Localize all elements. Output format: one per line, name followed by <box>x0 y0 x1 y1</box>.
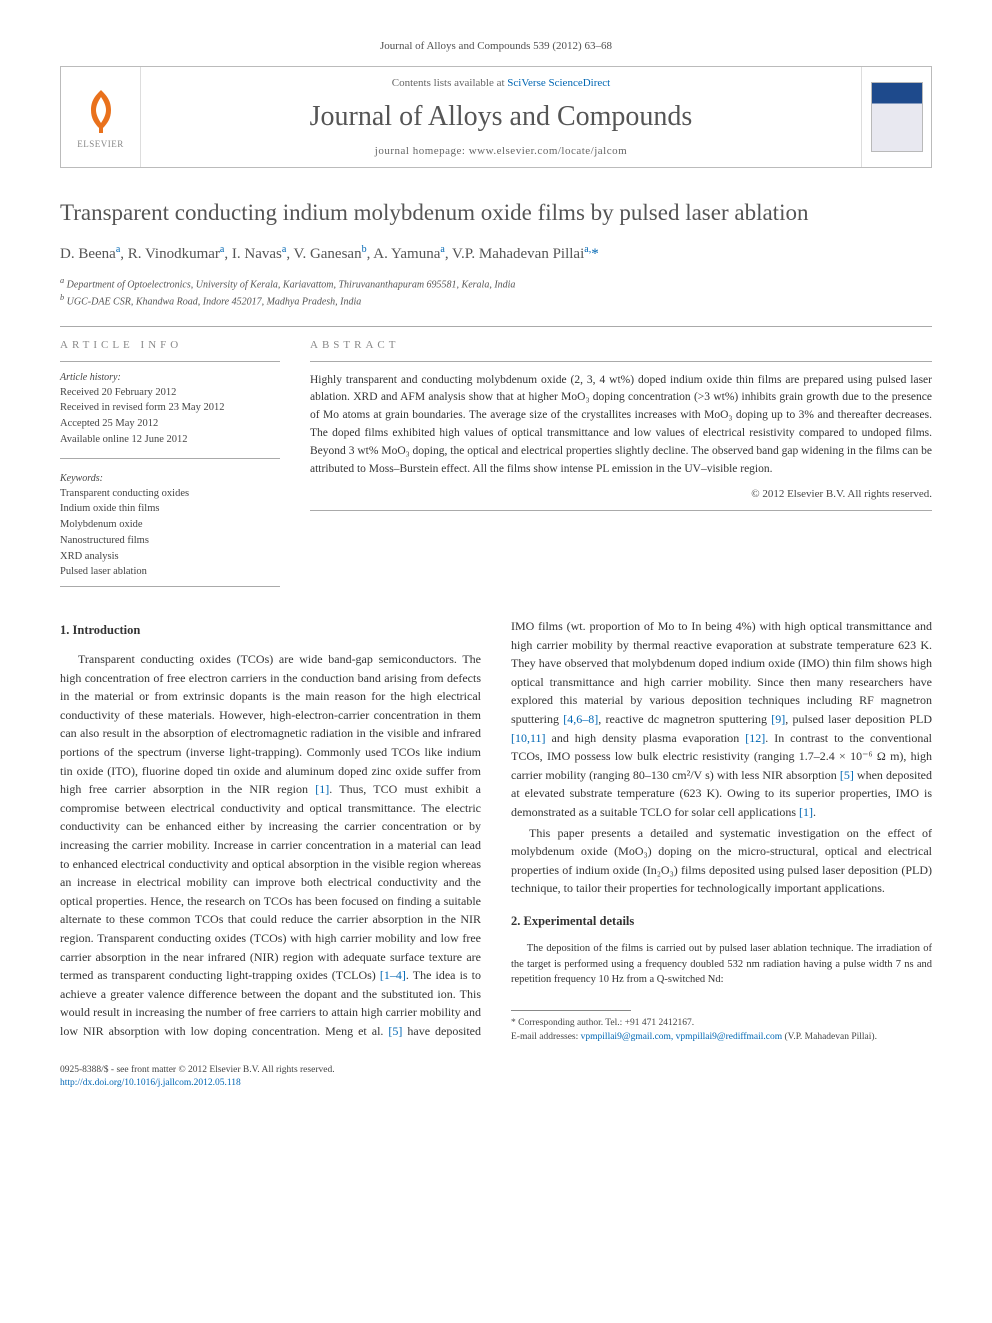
keyword-divider-bottom <box>60 586 280 587</box>
keyword-divider-top <box>60 458 280 459</box>
abstract-heading: ABSTRACT <box>310 339 932 351</box>
email-link[interactable]: vpmpillai9@gmail.com, vpmpillai9@rediffm… <box>581 1032 782 1042</box>
footer-left: 0925-8388/$ - see front matter © 2012 El… <box>60 1064 335 1091</box>
affiliation-b: b UGC-DAE CSR, Khandwa Road, Indore 4520… <box>60 292 932 309</box>
doi-link[interactable]: http://dx.doi.org/10.1016/j.jallcom.2012… <box>60 1078 241 1088</box>
journal-title: Journal of Alloys and Compounds <box>161 101 841 133</box>
keywords-label: Keywords: <box>60 473 280 484</box>
body-columns: 1. Introduction Transparent conducting o… <box>60 617 932 1044</box>
keyword-item: XRD analysis <box>60 549 280 565</box>
abstract-divider <box>310 361 932 362</box>
info-abstract-row: ARTICLE INFO Article history: Received 2… <box>60 339 932 588</box>
author-list: D. Beenaa, R. Vinodkumara, I. Navasa, V.… <box>60 244 932 263</box>
journal-cover-thumbnail <box>871 82 923 152</box>
elsevier-logo-cell: ELSEVIER <box>61 67 141 167</box>
abstract-column: ABSTRACT Highly transparent and conducti… <box>310 339 932 588</box>
history-accepted: Accepted 25 May 2012 <box>60 416 280 432</box>
contents-prefix: Contents lists available at <box>392 77 507 89</box>
footnote-rule <box>511 1010 631 1011</box>
introduction-heading: 1. Introduction <box>60 623 481 638</box>
article-history-label: Article history: <box>60 372 280 383</box>
history-revised: Received in revised form 23 May 2012 <box>60 400 280 416</box>
journal-reference: Journal of Alloys and Compounds 539 (201… <box>60 40 932 52</box>
abstract-copyright: © 2012 Elsevier B.V. All rights reserved… <box>310 488 932 500</box>
journal-header-box: ELSEVIER Contents lists available at Sci… <box>60 66 932 168</box>
issn-line: 0925-8388/$ - see front matter © 2012 El… <box>60 1064 335 1077</box>
page-container: Journal of Alloys and Compounds 539 (201… <box>0 0 992 1130</box>
keyword-item: Indium oxide thin films <box>60 501 280 517</box>
abstract-text: Highly transparent and conducting molybd… <box>310 372 932 479</box>
affiliation-a: a Department of Optoelectronics, Univers… <box>60 275 932 292</box>
email-footnote: E-mail addresses: vpmpillai9@gmail.com, … <box>511 1031 932 1044</box>
history-received: Received 20 February 2012 <box>60 385 280 401</box>
email-label: E-mail addresses: <box>511 1032 581 1042</box>
experimental-paragraph-1: The deposition of the films is carried o… <box>511 941 932 988</box>
page-footer: 0925-8388/$ - see front matter © 2012 El… <box>60 1064 932 1091</box>
corresponding-author-footnote: * Corresponding author. Tel.: +91 471 24… <box>511 1017 932 1030</box>
article-info-column: ARTICLE INFO Article history: Received 2… <box>60 339 280 588</box>
article-title: Transparent conducting indium molybdenum… <box>60 198 932 228</box>
history-online: Available online 12 June 2012 <box>60 432 280 448</box>
affiliations: a Department of Optoelectronics, Univers… <box>60 275 932 310</box>
keyword-item: Nanostructured films <box>60 533 280 549</box>
article-info-heading: ARTICLE INFO <box>60 339 280 351</box>
header-center: Contents lists available at SciVerse Sci… <box>141 67 861 167</box>
contents-available-line: Contents lists available at SciVerse Sci… <box>161 77 841 89</box>
sciencedirect-link[interactable]: SciVerse ScienceDirect <box>507 77 610 89</box>
intro-paragraph-2: This paper presents a detailed and syste… <box>511 824 932 898</box>
homepage-label: journal homepage: <box>375 145 469 157</box>
journal-homepage-line: journal homepage: www.elsevier.com/locat… <box>161 145 841 157</box>
keyword-item: Molybdenum oxide <box>60 517 280 533</box>
homepage-url: www.elsevier.com/locate/jalcom <box>469 145 627 157</box>
abstract-divider-bottom <box>310 510 932 511</box>
email-name: (V.P. Mahadevan Pillai). <box>782 1032 877 1042</box>
keyword-item: Transparent conducting oxides <box>60 486 280 502</box>
keyword-item: Pulsed laser ablation <box>60 564 280 580</box>
elsevier-label: ELSEVIER <box>77 139 124 149</box>
info-divider <box>60 361 280 362</box>
elsevier-tree-icon <box>76 85 126 135</box>
section-divider <box>60 326 932 327</box>
cover-thumbnail-cell <box>861 67 931 167</box>
experimental-heading: 2. Experimental details <box>511 914 932 929</box>
